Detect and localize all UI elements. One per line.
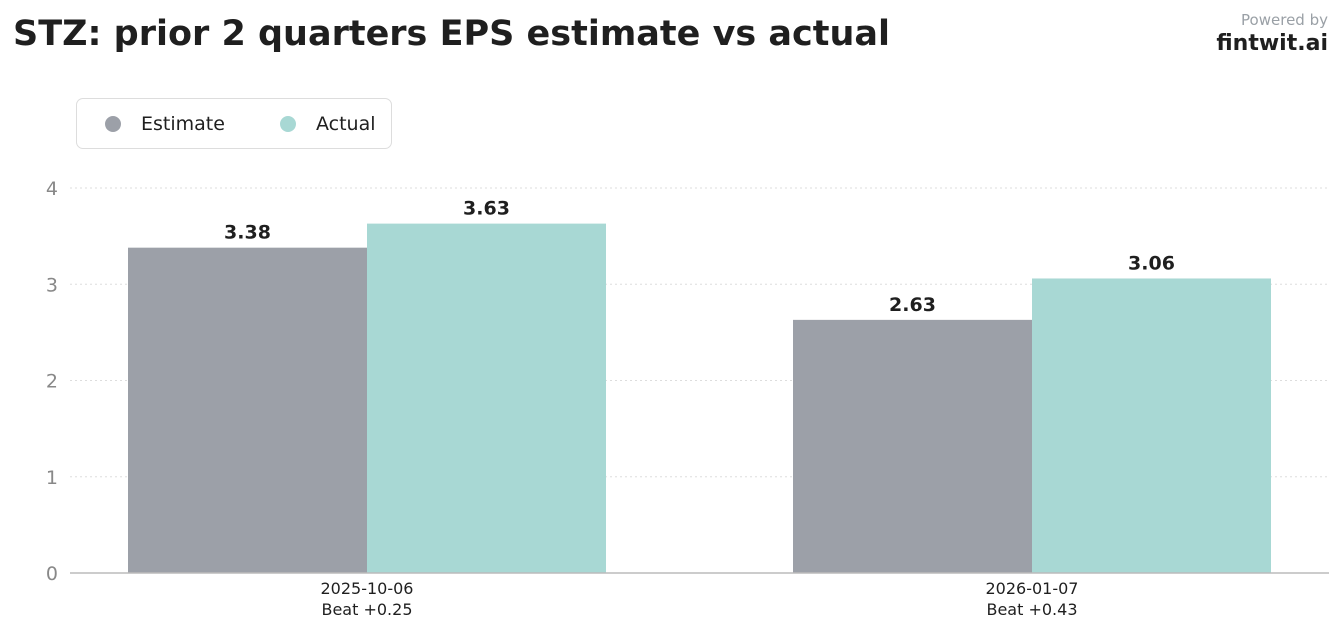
bar-estimate: [128, 247, 367, 574]
powered-by-label: Powered by: [1241, 11, 1328, 29]
data-label: 3.63: [463, 198, 510, 220]
y-tick-label: 0: [46, 563, 58, 585]
legend-item-actual: Actual: [280, 99, 376, 148]
legend-label-estimate: Estimate: [141, 112, 225, 135]
bar-estimate: [793, 319, 1032, 573]
y-tick-label: 4: [46, 178, 58, 200]
chart-title: STZ: prior 2 quarters EPS estimate vs ac…: [13, 14, 891, 54]
bar-actual: [367, 223, 606, 574]
x-tick-note: Beat +0.25: [321, 600, 412, 619]
y-tick-label: 3: [46, 274, 58, 296]
y-tick-label: 2: [46, 371, 58, 393]
legend-swatch-estimate: [105, 115, 121, 132]
legend-item-estimate: Estimate: [105, 99, 225, 148]
brand-block: Powered by fintwit.ai: [1216, 11, 1328, 59]
x-tick-label: 2025-10-06: [321, 579, 414, 598]
x-tick-note: Beat +0.43: [986, 600, 1077, 619]
data-label: 2.63: [889, 294, 936, 316]
legend-swatch-actual: [280, 115, 296, 132]
legend-label-actual: Actual: [316, 112, 376, 135]
x-tick-label: 2026-01-07: [986, 579, 1079, 598]
brand-name: fintwit.ai: [1216, 31, 1328, 56]
bar-actual: [1032, 278, 1271, 573]
y-tick-label: 1: [46, 467, 58, 489]
data-label: 3.06: [1128, 252, 1175, 274]
chart-legend: Estimate Actual: [76, 98, 392, 149]
data-label: 3.38: [224, 222, 271, 244]
